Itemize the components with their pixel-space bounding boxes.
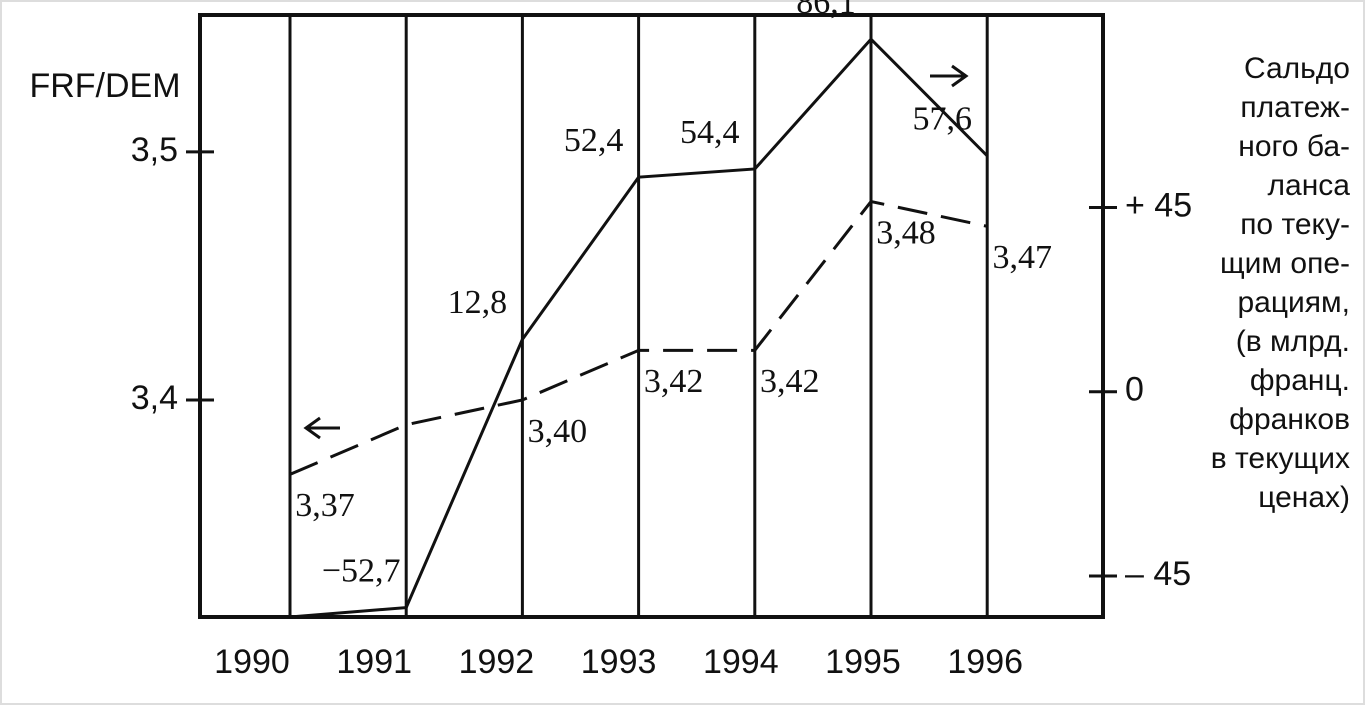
data-label: 3,37: [295, 487, 355, 524]
x-tick-label: 1994: [703, 643, 779, 681]
x-tick-label: 1995: [825, 643, 901, 681]
y2-axis-label: щим опе-: [1220, 247, 1350, 280]
y2-axis-label: ценах): [1258, 481, 1350, 514]
data-label: 3,48: [876, 214, 936, 251]
data-label: 3,40: [528, 413, 588, 450]
y2-tick-label: 0: [1125, 371, 1144, 409]
x-tick-label: 1992: [459, 643, 535, 681]
x-tick-label: 1991: [336, 643, 412, 681]
data-label: 57,6: [912, 101, 972, 138]
x-tick-label: 1993: [581, 643, 657, 681]
y2-axis-label: Сальдо: [1244, 52, 1350, 85]
y2-tick-label: – 45: [1125, 555, 1191, 593]
y2-axis-label: ного ба-: [1238, 130, 1350, 163]
y2-axis-label: в текущих: [1211, 442, 1350, 475]
data-label: −52,7: [322, 552, 401, 589]
data-label: 12,8: [448, 284, 508, 321]
dashed-line: [289, 199, 988, 476]
data-label: 86,1: [796, 0, 856, 21]
y-tick-label: 3,5: [131, 131, 178, 169]
solid-line: [289, 36, 989, 619]
y-tick-label: 3,4: [131, 379, 178, 417]
y2-tick-label: + 45: [1125, 186, 1192, 224]
data-label: 52,4: [564, 122, 624, 159]
data-label: 54,4: [680, 114, 740, 151]
y2-axis-label: ланса: [1268, 169, 1351, 202]
y-axis-label: FRF/DEM: [29, 67, 180, 105]
x-tick-label: 1996: [947, 643, 1023, 681]
y2-axis-label: франц.: [1250, 364, 1350, 397]
y2-axis-label: по теку-: [1240, 208, 1350, 241]
y2-axis-label: рациям,: [1237, 286, 1350, 319]
y2-axis-label: франков: [1229, 403, 1350, 436]
left-axis-arrow: [303, 416, 340, 440]
y2-axis-label: (в млрд.: [1236, 325, 1350, 358]
data-label: 3,42: [760, 363, 820, 400]
x-tick-label: 1990: [214, 643, 290, 681]
right-axis-arrow: [930, 64, 969, 88]
y2-axis-label: платеж-: [1240, 91, 1350, 124]
data-label: 3,47: [992, 239, 1052, 276]
plot-frame: [198, 13, 1105, 619]
data-label: 3,42: [644, 363, 704, 400]
